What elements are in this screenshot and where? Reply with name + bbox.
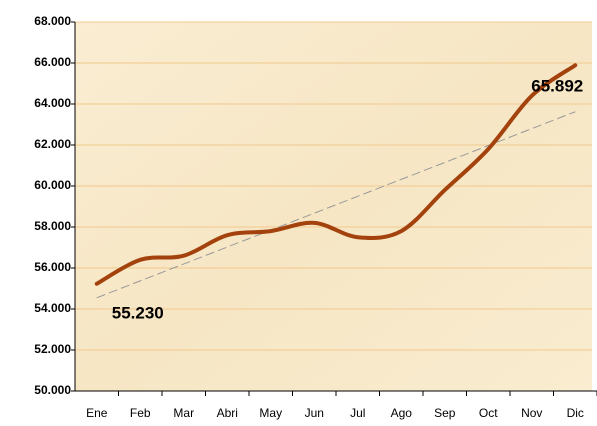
y-tick-label: 60.000 [34,178,71,192]
plot-area [75,22,592,391]
data-label: 55.230 [112,303,164,322]
y-tick-label: 66.000 [34,55,71,69]
x-tick-label: Sep [434,406,456,420]
data-label: 65.892 [531,77,583,96]
y-tick-label: 64.000 [34,96,71,110]
y-tick-label: 62.000 [34,137,71,151]
y-tick-label: 68.000 [34,14,71,28]
x-tick-label: Dic [567,406,584,420]
x-tick-label: Feb [130,406,151,420]
x-tick-label: May [259,406,282,420]
x-tick-label: Ago [391,406,413,420]
x-tick-label: Jul [350,406,365,420]
x-tick-label: Oct [479,406,498,420]
x-tick-label: Nov [521,406,542,420]
y-tick-label: 50.000 [34,383,71,397]
line [94,63,578,286]
x-tick-label: Abri [217,406,238,420]
y-tick-label: 56.000 [34,260,71,274]
x-tick-label: Jun [305,406,324,420]
y-tick-label: 52.000 [34,342,71,356]
y-tick-label: 58.000 [34,219,71,233]
y-tick-label: 54.000 [34,301,71,315]
x-tick-label: Ene [86,406,108,420]
trendline [96,111,576,299]
x-tick-label: Mar [173,406,194,420]
